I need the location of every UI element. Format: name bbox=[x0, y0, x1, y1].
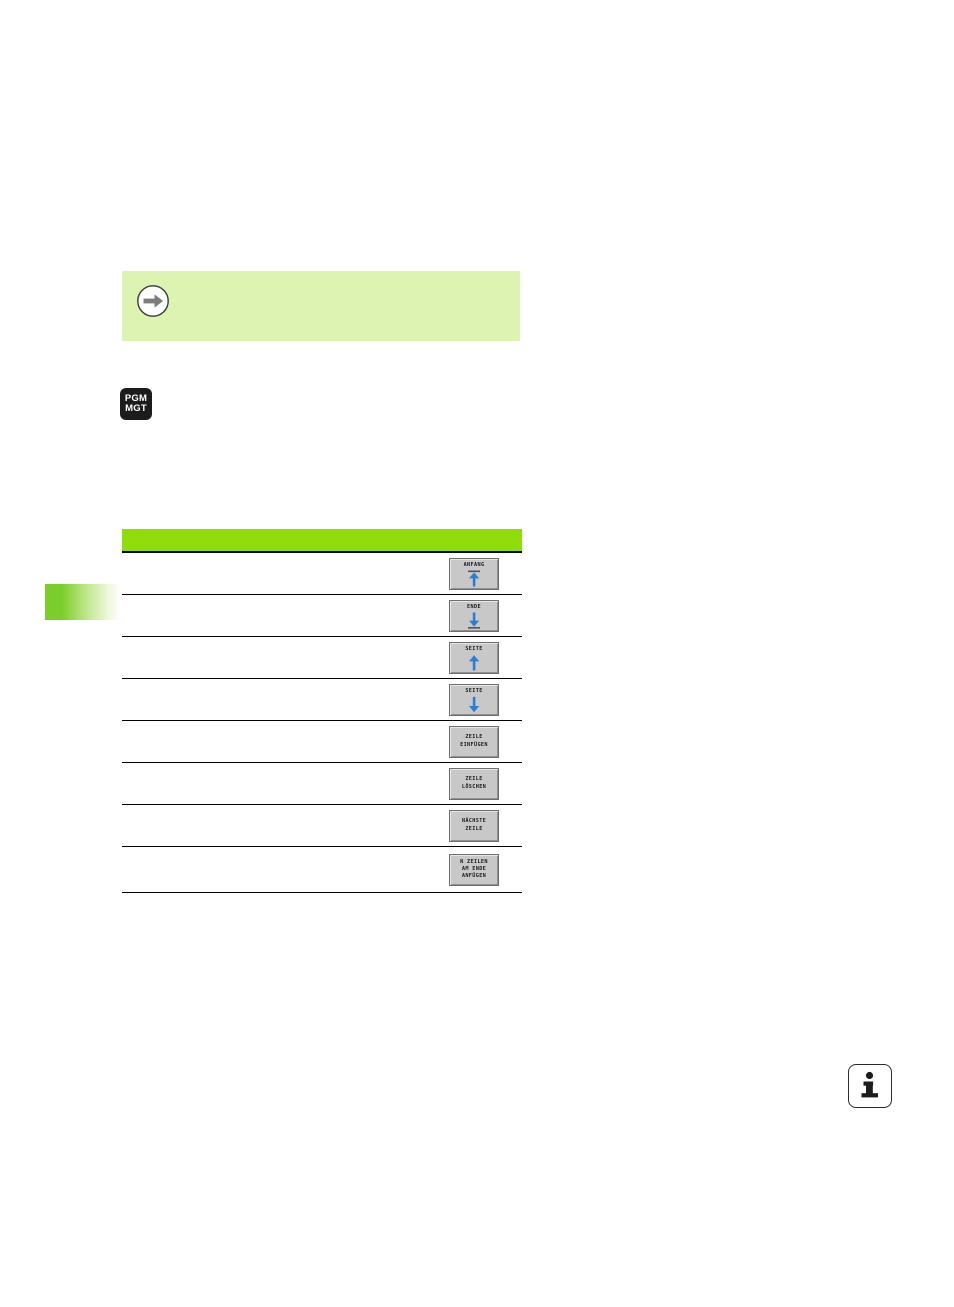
table-row: ANFANG bbox=[122, 553, 522, 595]
softkey-seite-down-label: SEITE bbox=[465, 687, 483, 694]
info-icon bbox=[848, 1064, 892, 1108]
softkey-anfang-label: ANFANG bbox=[463, 561, 485, 568]
arrow-up-to-bar-icon bbox=[463, 570, 485, 587]
softkey-n-zeilen-line3: ANFÜGEN bbox=[461, 873, 487, 880]
table-row: NÄCHSTE ZEILE bbox=[122, 805, 522, 847]
margin-tab-notch bbox=[45, 578, 86, 585]
table-row: ZEILE LÖSCHEN bbox=[122, 763, 522, 805]
softkey-zeile-loeschen[interactable]: ZEILE LÖSCHEN bbox=[449, 767, 499, 800]
table-row: ENDE bbox=[122, 595, 522, 637]
chapter-margin-tab bbox=[45, 584, 120, 620]
softkey-cell: ENDE bbox=[426, 599, 522, 632]
softkey-seite-up-label: SEITE bbox=[465, 645, 483, 652]
softkey-zeile-loeschen-line1: ZEILE bbox=[465, 776, 483, 783]
softkey-n-zeilen-line1: N ZEILEN bbox=[460, 858, 488, 865]
softkey-n-zeilen-am-ende-anfuegen[interactable]: N ZEILEN AM ENDE ANFÜGEN bbox=[449, 853, 499, 886]
softkey-naechste-zeile-line1: NÄCHSTE bbox=[461, 818, 487, 825]
softkey-seite-down[interactable]: SEITE bbox=[449, 683, 499, 716]
table-row: SEITE bbox=[122, 679, 522, 721]
softkey-cell: N ZEILEN AM ENDE ANFÜGEN bbox=[426, 853, 522, 886]
softkey-table-header bbox=[122, 529, 522, 553]
pgm-mgt-key-line2: MGT bbox=[125, 403, 147, 414]
softkey-anfang[interactable]: ANFANG bbox=[449, 557, 499, 590]
note-box bbox=[122, 271, 520, 341]
softkey-cell: NÄCHSTE ZEILE bbox=[426, 809, 522, 842]
arrow-right-circle-icon bbox=[136, 284, 170, 318]
softkey-zeile-einfuegen-line1: ZEILE bbox=[465, 734, 483, 741]
softkey-cell: SEITE bbox=[426, 641, 522, 674]
softkey-ende[interactable]: ENDE bbox=[449, 599, 499, 632]
softkey-naechste-zeile[interactable]: NÄCHSTE ZEILE bbox=[449, 809, 499, 842]
pgm-mgt-key[interactable]: PGM MGT bbox=[120, 388, 152, 420]
softkey-zeile-loeschen-line2: LÖSCHEN bbox=[461, 783, 487, 790]
softkey-zeile-einfuegen[interactable]: ZEILE EINFÜGEN bbox=[449, 725, 499, 758]
pgm-mgt-key-line1: PGM bbox=[124, 392, 148, 404]
softkey-cell: SEITE bbox=[426, 683, 522, 716]
softkey-cell: ANFANG bbox=[426, 557, 522, 590]
table-row: N ZEILEN AM ENDE ANFÜGEN bbox=[122, 847, 522, 893]
table-row: ZEILE EINFÜGEN bbox=[122, 721, 522, 763]
softkey-cell: ZEILE EINFÜGEN bbox=[426, 725, 522, 758]
softkey-naechste-zeile-line2: ZEILE bbox=[465, 825, 483, 832]
table-row: SEITE bbox=[122, 637, 522, 679]
softkey-ende-label: ENDE bbox=[467, 603, 481, 610]
arrow-up-icon bbox=[463, 654, 485, 671]
arrow-down-icon bbox=[463, 696, 485, 713]
softkey-table: ANFANG ENDE bbox=[122, 529, 522, 893]
softkey-zeile-einfuegen-line2: EINFÜGEN bbox=[460, 741, 488, 748]
softkey-seite-up[interactable]: SEITE bbox=[449, 641, 499, 674]
softkey-n-zeilen-line2: AM ENDE bbox=[461, 865, 487, 872]
arrow-down-to-bar-icon bbox=[463, 612, 485, 629]
softkey-cell: ZEILE LÖSCHEN bbox=[426, 767, 522, 800]
